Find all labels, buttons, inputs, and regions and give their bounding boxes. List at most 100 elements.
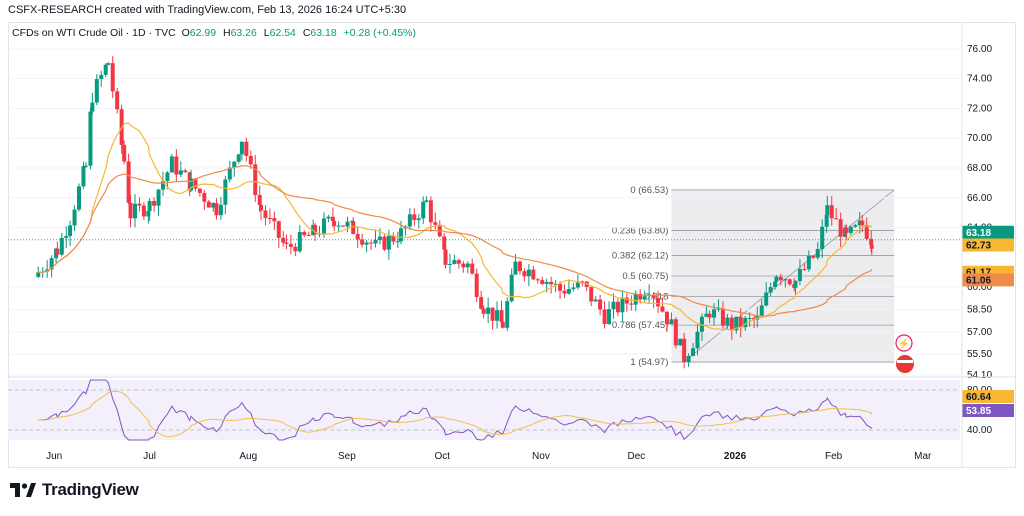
candle-body	[535, 279, 540, 281]
candle-body	[218, 204, 223, 216]
candle-body	[442, 236, 447, 250]
candle-body	[103, 64, 108, 75]
close-label: C	[302, 27, 311, 39]
candle-body	[725, 317, 730, 326]
candle-body	[72, 209, 77, 226]
candle-body	[691, 348, 696, 356]
candle-body	[49, 258, 54, 270]
candle-body	[806, 255, 811, 270]
candle-body	[416, 218, 421, 221]
candle-body	[174, 156, 179, 175]
rsi-tick-1: 40.00	[967, 425, 992, 436]
candle-body	[768, 287, 773, 293]
candle-body	[106, 63, 111, 65]
low-value: 62.54	[269, 27, 296, 39]
candle-body	[165, 172, 170, 182]
candle-body	[88, 111, 93, 166]
open-value: 62.99	[189, 27, 217, 39]
candle-body	[313, 224, 318, 235]
candle-body	[398, 228, 403, 242]
candle-body	[526, 269, 531, 277]
candle-body	[734, 316, 739, 331]
candle-body	[272, 218, 277, 222]
candle-body	[55, 248, 60, 255]
candle-body	[227, 167, 232, 180]
candle-body	[699, 316, 704, 332]
candle-body	[522, 271, 527, 277]
candle-body	[386, 235, 391, 250]
low-label: L	[263, 27, 270, 39]
candle-body	[633, 293, 638, 305]
candle-body	[197, 188, 202, 193]
fib-label-6: 1 (54.97)	[630, 357, 668, 368]
fib-label-4: 0.618	[645, 291, 669, 302]
candle-body	[517, 261, 522, 272]
candle-body	[720, 308, 725, 326]
y-tick-3: 70.00	[967, 133, 992, 144]
tradingview-logo-icon	[10, 483, 36, 497]
candle-body	[642, 296, 647, 300]
candle-body	[465, 263, 470, 268]
candle-body	[607, 309, 612, 325]
candle-body	[820, 226, 825, 249]
candle-body	[664, 311, 669, 325]
candle-body	[571, 287, 576, 290]
candle-body	[239, 141, 244, 155]
high-label: H	[222, 27, 231, 39]
candle-body	[395, 241, 400, 243]
candle-body	[126, 161, 131, 203]
candle-body	[834, 218, 839, 220]
candle-body	[321, 218, 326, 234]
candle-body	[206, 201, 211, 208]
candle-body	[169, 156, 174, 173]
candle-body	[258, 204, 263, 211]
candle-body	[853, 225, 858, 227]
candle-body	[509, 274, 514, 302]
x-tick-9: Mar	[914, 451, 932, 462]
candle-body	[844, 227, 849, 233]
candle-body	[580, 281, 585, 283]
candle-body	[755, 315, 760, 320]
candle-body	[263, 210, 268, 218]
candle-body	[412, 214, 417, 221]
fib-label-2: 0.382 (62.12)	[612, 251, 669, 262]
candle-body	[248, 155, 253, 165]
candle-body	[382, 236, 387, 250]
candle-body	[553, 283, 558, 285]
price-label-0: 63.18	[966, 228, 991, 239]
candle-body	[202, 192, 207, 202]
candle-body	[407, 214, 412, 227]
candle-body	[364, 242, 369, 245]
candle-body	[479, 297, 484, 309]
candle-body	[869, 238, 874, 246]
candle-body	[470, 263, 475, 274]
candle-body	[232, 161, 237, 168]
candle-body	[447, 263, 452, 265]
candle-body	[824, 215, 829, 227]
candle-body	[495, 310, 500, 321]
candle-body	[860, 220, 865, 226]
candle-body	[864, 225, 869, 239]
tradingview-logo[interactable]: TradingView	[10, 480, 139, 500]
candle-body	[122, 144, 127, 162]
candle-body	[341, 225, 346, 227]
symbol-legend[interactable]: CFDs on WTI Crude Oil · 1D · TVC O62.99 …	[12, 27, 420, 39]
candle-body	[68, 225, 73, 237]
candle-body	[540, 280, 545, 284]
candle-body	[36, 272, 41, 277]
candle-body	[513, 261, 518, 275]
candle-body	[747, 318, 752, 320]
candle-body	[373, 240, 378, 244]
candle-body	[593, 299, 598, 302]
symbol-name[interactable]: CFDs on WTI Crude Oil · 1D · TVC	[12, 27, 176, 39]
candle-body	[848, 226, 853, 233]
rsi-label-bg-0	[962, 390, 1014, 403]
candle-body	[257, 195, 262, 205]
x-tick-3: Sep	[338, 451, 356, 462]
x-tick-8: Feb	[825, 451, 843, 462]
candle-body	[360, 239, 365, 245]
candle-body	[211, 203, 216, 208]
candle-body	[293, 246, 298, 252]
rsi-ma-line	[38, 390, 873, 438]
